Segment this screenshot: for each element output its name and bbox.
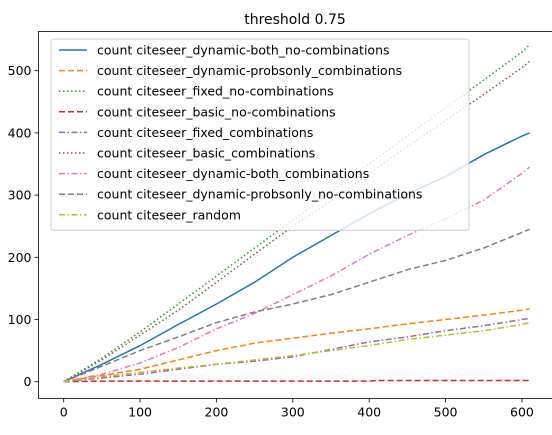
- chart-title: threshold 0.75: [244, 12, 346, 28]
- x-tick-label: 200: [205, 405, 229, 420]
- legend-label: count citeseer_dynamic-both_no-combinati…: [97, 43, 390, 58]
- series-line-9: [63, 321, 530, 383]
- legend-label: count citeseer_dynamic-probsonly_no-comb…: [97, 187, 422, 202]
- y-tick-label: 100: [8, 312, 32, 327]
- series-line-4: [63, 379, 530, 383]
- x-tick-label: 300: [281, 405, 305, 420]
- x-tick-label: 400: [357, 405, 381, 420]
- series-line-1: [63, 132, 530, 383]
- series-line-2: [63, 308, 530, 383]
- x-tick-label: 500: [434, 405, 458, 420]
- legend-box: [50, 38, 470, 231]
- legend-label: count citeseer_basic_no-combinations: [97, 104, 336, 119]
- legend-label: count citeseer_random: [97, 207, 241, 222]
- legend-label: count citeseer_dynamic-probsonly_combina…: [97, 63, 402, 78]
- x-tick-label: 600: [510, 405, 534, 420]
- y-tick-label: 400: [8, 125, 32, 140]
- y-tick-label: 300: [8, 188, 32, 203]
- series-line-8: [63, 228, 530, 383]
- series-line-7: [63, 166, 531, 383]
- y-tick-label: 200: [8, 250, 32, 265]
- series-line-5: [63, 317, 530, 383]
- legend-label: count citeseer_dynamic-both_combinations: [97, 166, 369, 181]
- legend-label: count citeseer_fixed_no-combinations: [97, 84, 334, 99]
- legend: count citeseer_dynamic-both_no-combinati…: [50, 38, 470, 231]
- y-tick-label: 0: [24, 374, 32, 389]
- plot-frame: [38, 31, 552, 399]
- series-line-6: [63, 60, 531, 383]
- legend-label: count citeseer_basic_combinations: [97, 146, 315, 161]
- y-tick-label: 500: [8, 63, 32, 78]
- legend-label: count citeseer_fixed_combinations: [97, 125, 313, 140]
- x-tick-label: 0: [60, 405, 68, 420]
- x-tick-label: 100: [128, 405, 152, 420]
- axes: 0 100 200 300 400 500 600 0 100 200 300 400 500: [8, 63, 534, 419]
